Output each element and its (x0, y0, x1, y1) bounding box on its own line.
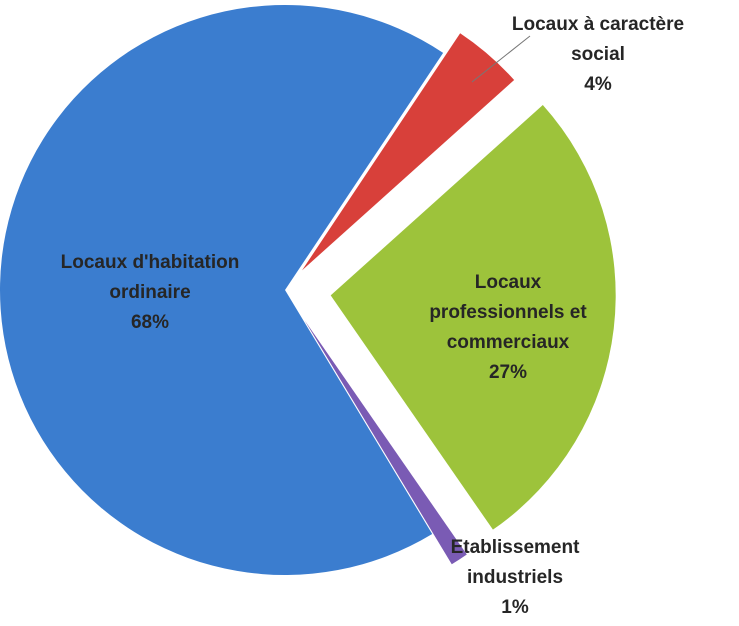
slice-label: Locaux à caractère social (512, 14, 684, 65)
slice-label: Locaux professionnels et commerciaux (429, 272, 587, 353)
label-line: Etablissement (451, 537, 580, 558)
label-line: Locaux d'habitation (61, 252, 240, 273)
label-line: industriels (467, 567, 563, 588)
value-label: 27% (489, 362, 527, 383)
pie-slice (330, 105, 616, 530)
slice-label: Etablissement industriels (451, 537, 580, 588)
pie-slice (304, 320, 467, 565)
label-line: social (571, 44, 625, 65)
value-label: 1% (501, 597, 529, 618)
value-label: 4% (584, 74, 612, 95)
label-line: commerciaux (447, 332, 570, 353)
label-line: ordinaire (109, 282, 190, 303)
pie-slice (302, 33, 515, 271)
pie-slice (0, 5, 444, 575)
label-line: Locaux à caractère (512, 14, 684, 35)
label-line: professionnels et (429, 302, 587, 323)
slice-label: Locaux d'habitation ordinaire (61, 252, 240, 303)
value-label: 68% (131, 312, 169, 333)
leader-line (471, 35, 531, 83)
label-line: Locaux (475, 272, 542, 293)
